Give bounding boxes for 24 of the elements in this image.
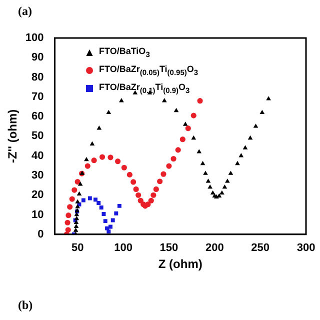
y-tick-label: 80 <box>32 71 44 84</box>
x-tick-label: 100 <box>114 242 132 254</box>
text: (a) <box>18 4 32 19</box>
legend-label: FTO/BaTiO$_{3}$ <box>99 45 150 61</box>
x-tick-label: 300 <box>296 242 316 254</box>
y-tick-label: 100 <box>25 32 44 44</box>
y-tick-label: 60 <box>32 110 44 123</box>
legend-label: FTO/BaZr$_{(0.1)}$Ti$_{(0.9)}$O$_{3}$ <box>99 80 190 96</box>
y-tick-label: 10 <box>32 208 44 221</box>
y-tick-label: 0 <box>38 228 44 240</box>
y-tick-label: 70 <box>32 90 44 103</box>
x-tick-label: 200 <box>205 242 224 254</box>
legend-label: FTO/BaZr$_{(0.05)}$Ti$_{(0.95)}$O$_{3}$ <box>99 62 198 79</box>
y-tick-label: 30 <box>32 170 44 182</box>
y-tick-label: 90 <box>32 52 44 64</box>
x-tick-label: 250 <box>251 242 270 254</box>
y-tick-label: 20 <box>32 189 44 202</box>
x-tick-label: 150 <box>160 242 178 254</box>
x-axis-title: Z (ohm) <box>158 257 202 272</box>
x-tick-label: 50 <box>71 242 84 254</box>
y-tick-label: 40 <box>32 150 44 162</box>
y-tick-label: 50 <box>32 130 44 142</box>
text: (b) <box>18 298 33 313</box>
y-axis-title: -Z'' (ohm) <box>6 109 20 164</box>
